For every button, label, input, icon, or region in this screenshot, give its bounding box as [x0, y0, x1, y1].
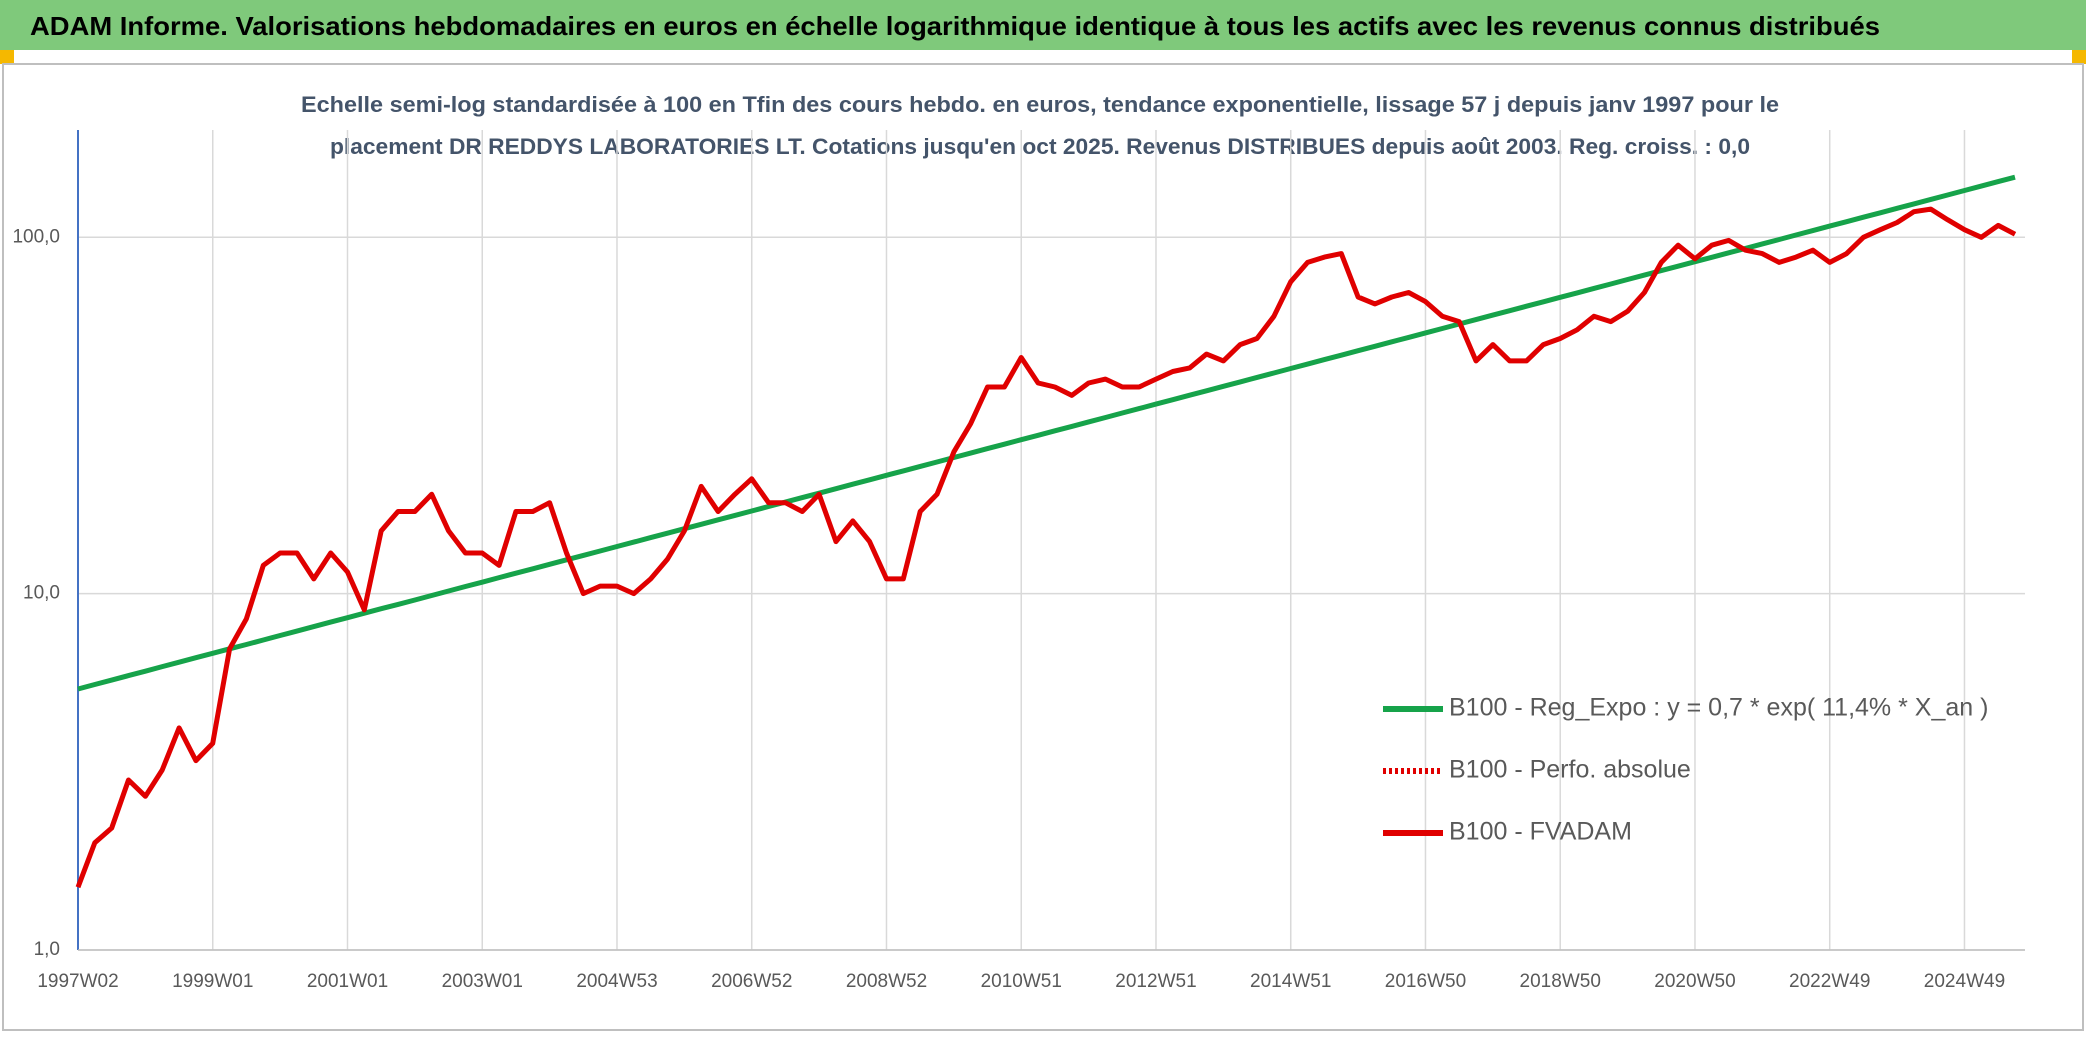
chart-frame: [2, 63, 2084, 1031]
x-tick-label: 2003W01: [442, 971, 523, 992]
page-title: ADAM Informe. Valorisations hebdomadaire…: [30, 11, 1880, 41]
x-tick-label: 2012W51: [1115, 971, 1196, 992]
x-tick-label: 2004W53: [576, 971, 657, 992]
y-tick-label: 10,0: [23, 583, 60, 604]
x-tick-label: 2022W49: [1789, 971, 1870, 992]
x-tick-label: 2008W52: [846, 971, 927, 992]
x-tick-label: 2020W50: [1654, 971, 1735, 992]
x-tick-label: 1997W02: [37, 971, 118, 992]
x-tick-label: 2006W52: [711, 971, 792, 992]
x-tick-label: 2024W49: [1924, 971, 2005, 992]
corner: [2072, 50, 2086, 64]
y-tick-label: 1,0: [34, 939, 60, 960]
series-line: [77, 174, 2016, 692]
x-tick-label: 2010W51: [981, 971, 1062, 992]
chart-subtitle: placement DR REDDYS LABORATORIES LT. Cot…: [330, 134, 1750, 159]
x-tick-label: 2001W01: [307, 971, 388, 992]
y-tick-label: 100,0: [12, 226, 60, 247]
corner: [0, 50, 14, 64]
header-band: [0, 0, 2086, 50]
x-tick-label: 2016W50: [1385, 971, 1466, 992]
series-line: [75, 206, 2017, 889]
chart-title: Echelle semi-log standardisée à 100 en T…: [301, 92, 1779, 117]
legend-label: B100 - FVADAM: [1449, 818, 1632, 846]
x-tick-label: 2018W50: [1520, 971, 1601, 992]
x-tick-label: 2014W51: [1250, 971, 1331, 992]
x-tick-label: 1999W01: [172, 971, 253, 992]
legend-label: B100 - Perfo. absolue: [1449, 756, 1691, 784]
legend-label: B100 - Reg_Expo : y = 0,7 * exp( 11,4% *…: [1449, 694, 1988, 722]
